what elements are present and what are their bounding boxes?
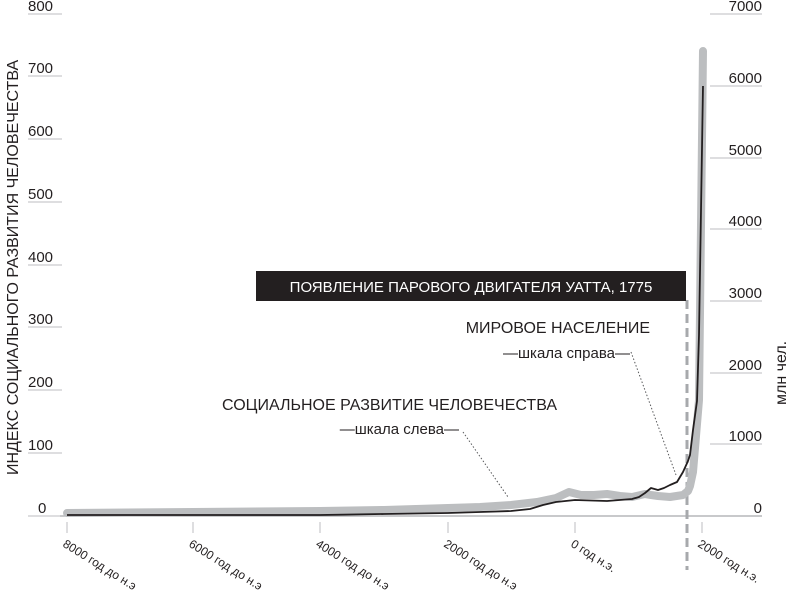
- watt-banner-text: ПОЯВЛЕНИЕ ПАРОВОГО ДВИГАТЕЛЯ УАТТА, 1775: [290, 279, 653, 296]
- right-axis-tick-labels: 0 1000 2000 3000 4000 5000 6000 7000: [729, 0, 762, 517]
- left-axis-title: ИНДЕКС СОЦИАЛЬНОГО РАЗВИТИЯ ЧЕЛОВЕЧЕСТВА: [5, 60, 22, 475]
- left-tick-label: 500: [28, 186, 53, 203]
- right-tick-label: 2000: [729, 357, 762, 374]
- social-development-line: [63, 47, 707, 517]
- right-tick-label: 7000: [729, 0, 762, 15]
- right-axis-title: млн чел.: [773, 341, 790, 405]
- left-tick-label: 100: [28, 437, 53, 454]
- x-axis-tick-labels: 8000 год до н.э. 6000 год до н.э. 4000 г…: [60, 537, 762, 590]
- left-axis-tick-labels: 0 100 200 300 400 500 600 700 800: [28, 0, 53, 517]
- x-tick-label: 8000 год до н.э.: [60, 537, 141, 590]
- watt-banner: [256, 271, 686, 301]
- x-axis-ticks: [66, 522, 703, 533]
- left-tick-label: 800: [28, 0, 53, 15]
- social-leader-line: [462, 431, 509, 498]
- right-tick-label: 6000: [729, 70, 762, 87]
- population-annotation-title: МИРОВОЕ НАСЕЛЕНИЕ: [466, 320, 650, 337]
- right-tick-label: 1000: [729, 428, 762, 445]
- right-tick-label: 3000: [729, 285, 762, 302]
- population-annotation-sub: —шкала справа—: [503, 345, 630, 362]
- left-axis: [28, 13, 62, 517]
- left-tick-label: 300: [28, 311, 53, 328]
- world-population-line: [67, 85, 704, 516]
- x-tick-label: 2000 год до н.э.: [441, 537, 522, 590]
- x-tick-label: 6000 год до н.э.: [186, 537, 267, 590]
- left-tick-label: 600: [28, 123, 53, 140]
- x-tick-label: 2000 год н.э.: [695, 537, 762, 586]
- social-annotation-title: СОЦИАЛЬНОЕ РАЗВИТИЕ ЧЕЛОВЕЧЕСТВА: [222, 397, 557, 414]
- left-tick-label: 700: [28, 60, 53, 77]
- x-tick-label: 4000 год до н.э.: [313, 537, 394, 590]
- right-tick-label: 4000: [729, 213, 762, 230]
- left-tick-label: 0: [38, 500, 46, 517]
- right-tick-label: 5000: [729, 142, 762, 159]
- left-tick-label: 400: [28, 249, 53, 266]
- left-tick-label: 200: [28, 374, 53, 391]
- population-leader-line: [630, 351, 677, 476]
- x-tick-label: 0 год н.э.: [568, 537, 618, 576]
- social-annotation-sub: —шкала слева—: [340, 421, 459, 438]
- right-tick-label: 0: [754, 500, 762, 517]
